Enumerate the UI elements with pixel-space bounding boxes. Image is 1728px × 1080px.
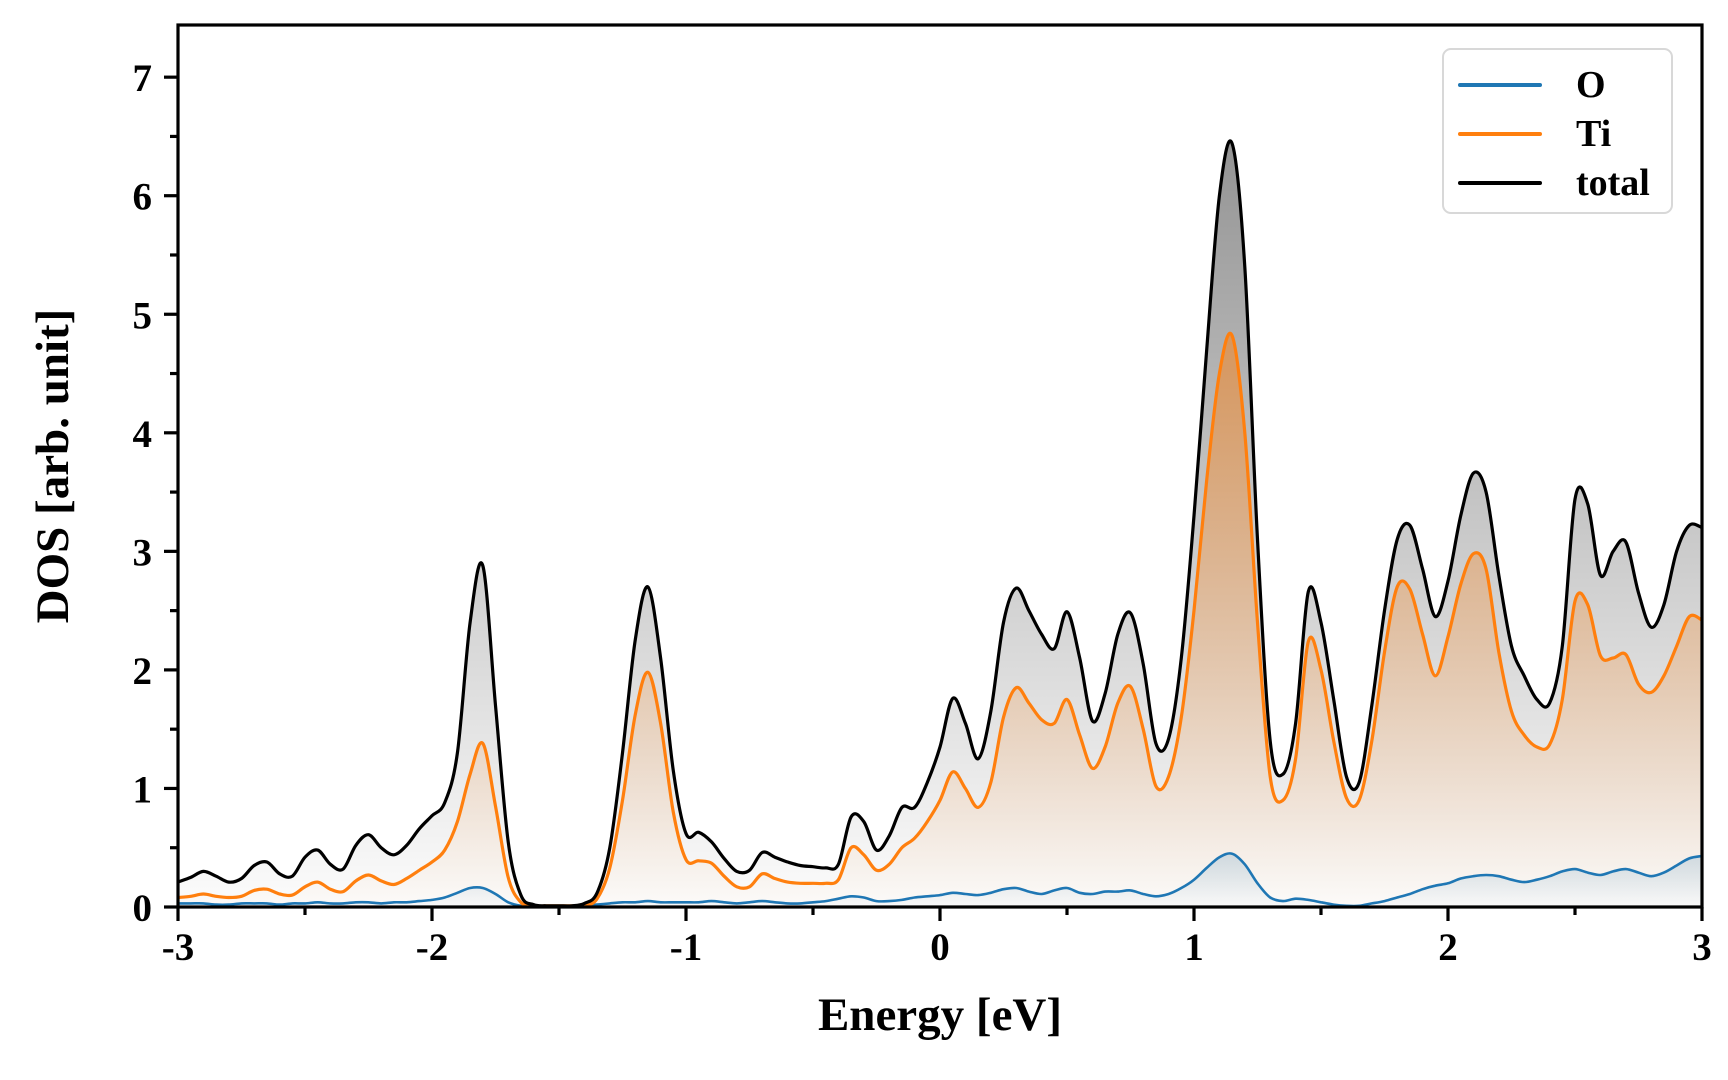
legend-line-sample-o [1458,82,1542,87]
legend-item-label: Ti [1576,112,1612,155]
x-tick-label: 1 [1184,926,1204,969]
legend-item-ti: Ti [1458,109,1671,158]
y-tick-label: 5 [133,294,153,337]
x-axis-label: Energy [eV] [817,989,1063,1041]
legend-item-o: O [1458,60,1671,109]
y-tick-label: 3 [133,531,153,574]
legend-item-total: total [1458,158,1671,207]
legend-line-sample-total [1458,180,1542,185]
series-Ti-fill [178,333,1702,908]
y-tick-label: 6 [133,176,153,219]
x-tick-label: 2 [1438,926,1458,969]
y-axis-label: DOS [arb. unit] [27,308,79,624]
y-tick-label: 0 [133,887,153,930]
x-tick-label: -2 [416,926,449,969]
y-tick-label: 1 [133,768,153,811]
x-tick-label: 0 [930,926,950,969]
x-tick-label: -1 [670,926,703,969]
series-Ti-line [177,331,1703,908]
series-O-line [177,852,1703,908]
y-tick-label: 7 [133,57,153,100]
x-tick-label: -3 [162,926,195,969]
series-total-line [177,139,1703,908]
x-tick-label: 3 [1692,926,1712,969]
legend: O Ti total [1442,48,1673,214]
legend-item-label: total [1576,161,1650,204]
legend-line-sample-ti [1458,131,1542,136]
legend-item-label: O [1576,63,1606,106]
y-tick-label: 2 [133,650,153,693]
y-tick-label: 4 [133,413,153,456]
